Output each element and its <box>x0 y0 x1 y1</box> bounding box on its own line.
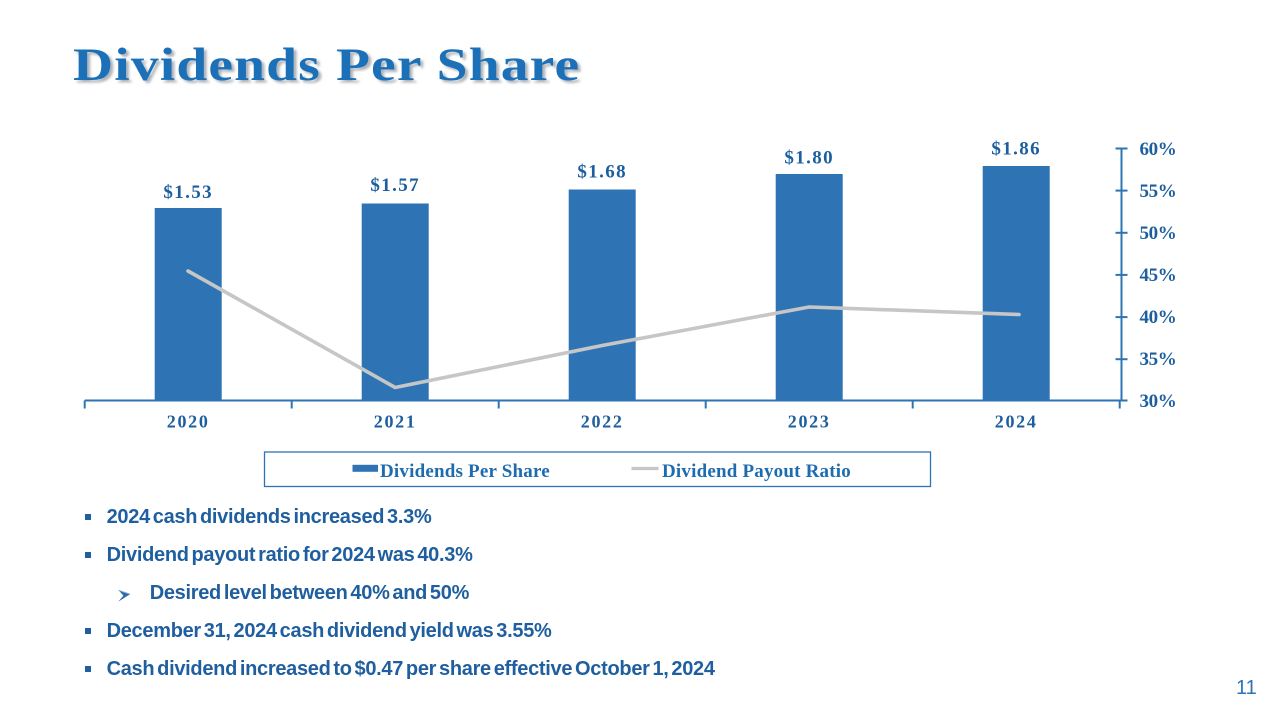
svg-text:50%: 50% <box>1140 223 1177 244</box>
svg-text:40%: 40% <box>1140 307 1177 328</box>
svg-text:2020: 2020 <box>167 412 210 432</box>
svg-text:$1.53: $1.53 <box>163 182 213 203</box>
svg-text:2023: 2023 <box>788 412 831 432</box>
svg-text:2022: 2022 <box>581 412 624 432</box>
svg-text:55%: 55% <box>1140 181 1177 202</box>
svg-text:45%: 45% <box>1140 265 1177 286</box>
svg-text:$1.57: $1.57 <box>370 175 420 196</box>
svg-text:35%: 35% <box>1140 349 1177 370</box>
svg-text:2021: 2021 <box>374 412 417 432</box>
svg-text:60%: 60% <box>1140 139 1177 160</box>
svg-text:30%: 30% <box>1140 391 1177 412</box>
svg-text:$1.80: $1.80 <box>784 148 834 169</box>
svg-text:$1.68: $1.68 <box>577 162 627 183</box>
svg-text:2024: 2024 <box>995 412 1038 432</box>
svg-text:Dividend Payout Ratio: Dividend Payout Ratio <box>662 461 851 482</box>
svg-text:Dividends Per Share: Dividends Per Share <box>380 461 550 482</box>
svg-text:$1.86: $1.86 <box>991 139 1041 160</box>
